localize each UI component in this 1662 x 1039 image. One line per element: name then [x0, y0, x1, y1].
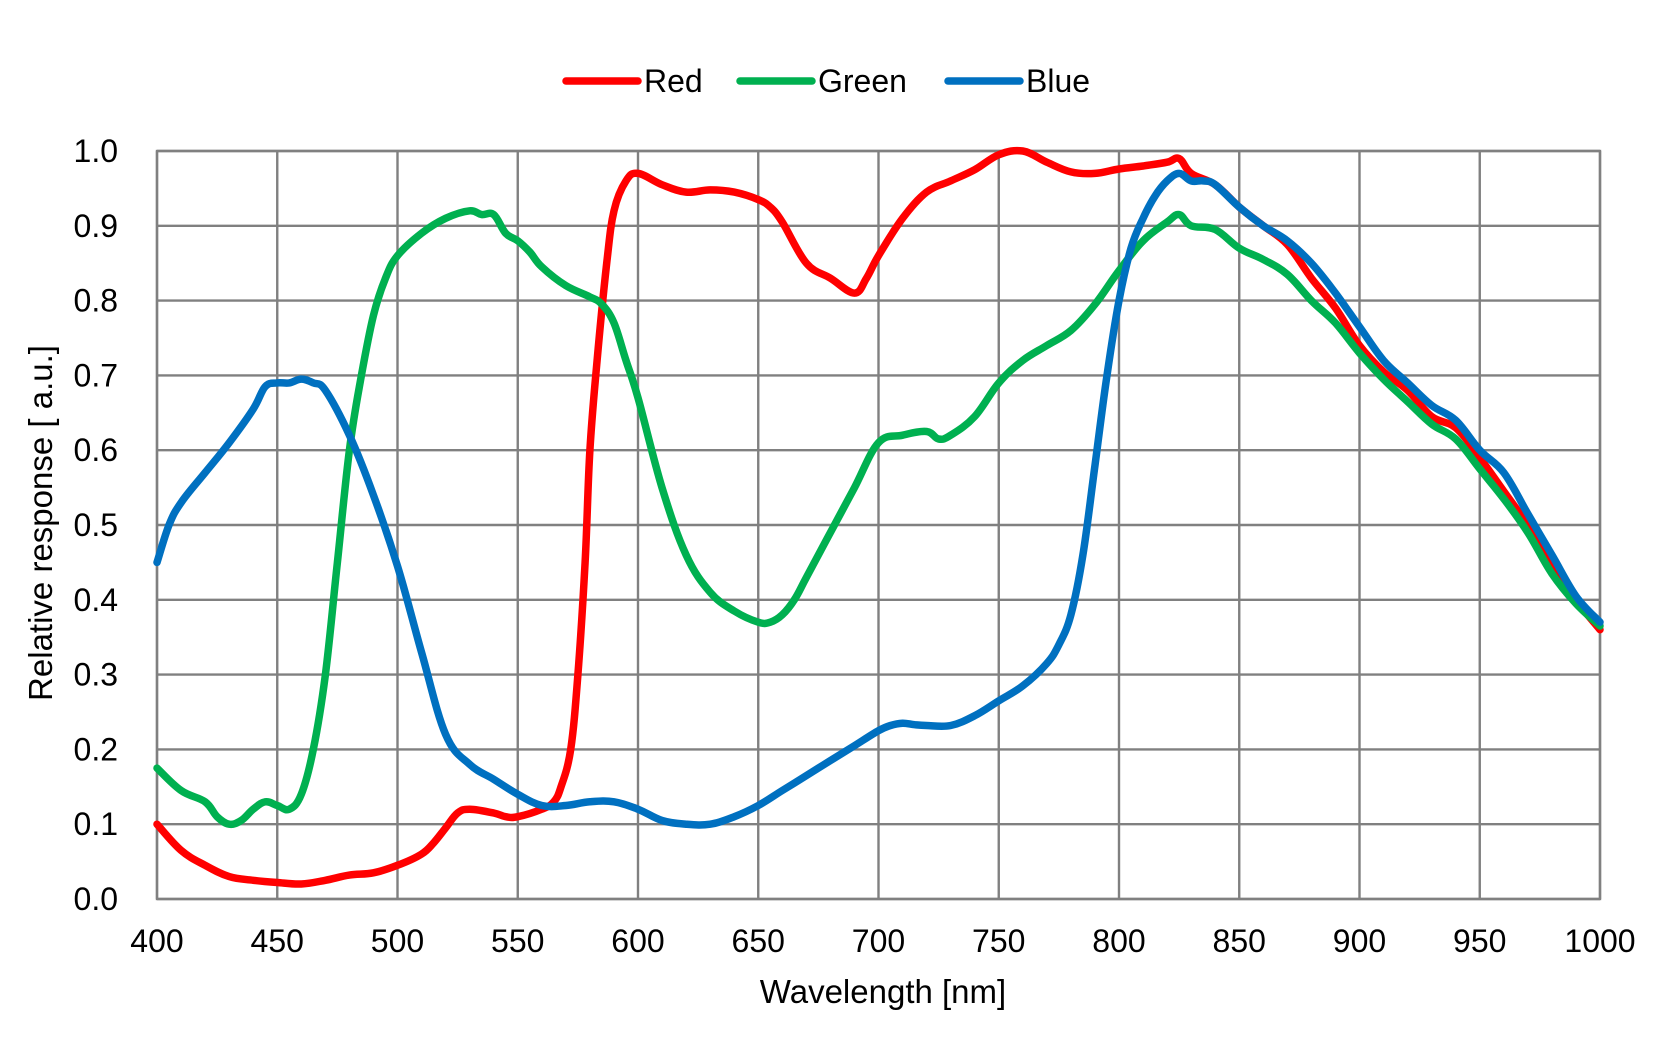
x-axis-title: Wavelength [nm] [760, 973, 1006, 1010]
x-tick-label: 800 [1092, 923, 1145, 959]
legend-item-blue: Blue [944, 63, 1090, 99]
legend: Red Green Blue [562, 63, 1090, 99]
x-tick-label: 500 [371, 923, 424, 959]
y-tick-label: 0.7 [74, 357, 118, 393]
y-tick-label: 0.5 [74, 507, 118, 543]
x-tick-label: 1000 [1564, 923, 1635, 959]
x-tick-label: 650 [732, 923, 785, 959]
y-axis-title: Relative response [ a.u.] [22, 345, 59, 701]
series-layer [153, 146, 1604, 888]
x-tick-label: 700 [852, 923, 905, 959]
x-tick-label: 900 [1333, 923, 1386, 959]
y-tick-label: 0.9 [74, 208, 118, 244]
y-axis-ticks: 0.0 0.1 0.2 0.3 0.4 0.5 0.6 0.7 0.8 0.9 1.0 [74, 133, 118, 917]
legend-label: Red [644, 63, 703, 99]
legend-label: Blue [1026, 63, 1090, 99]
x-tick-label: 450 [251, 923, 304, 959]
grid [155, 149, 1602, 901]
y-tick-label: 0.2 [74, 731, 118, 767]
x-tick-label: 550 [491, 923, 544, 959]
x-tick-label: 600 [611, 923, 664, 959]
x-tick-label: 950 [1453, 923, 1506, 959]
y-tick-label: 0.6 [74, 432, 118, 468]
y-tick-label: 0.1 [74, 806, 118, 842]
x-tick-label: 750 [972, 923, 1025, 959]
y-tick-label: 0.3 [74, 657, 118, 693]
y-tick-label: 0.0 [74, 881, 118, 917]
x-tick-label: 400 [130, 923, 183, 959]
legend-item-green: Green [736, 63, 907, 99]
plot-frame [155, 149, 1602, 901]
x-tick-label: 850 [1213, 923, 1266, 959]
y-tick-label: 1.0 [74, 133, 118, 169]
y-tick-label: 0.4 [74, 582, 118, 618]
legend-label: Green [818, 63, 907, 99]
x-axis-ticks: 400 450 500 550 600 650 700 750 800 850 900 950 1000 [130, 923, 1635, 959]
series-line-red [153, 146, 1604, 888]
series-line-green [153, 207, 1604, 829]
legend-item-red: Red [562, 63, 703, 99]
y-tick-label: 0.8 [74, 283, 118, 319]
series-line-blue [153, 169, 1604, 829]
